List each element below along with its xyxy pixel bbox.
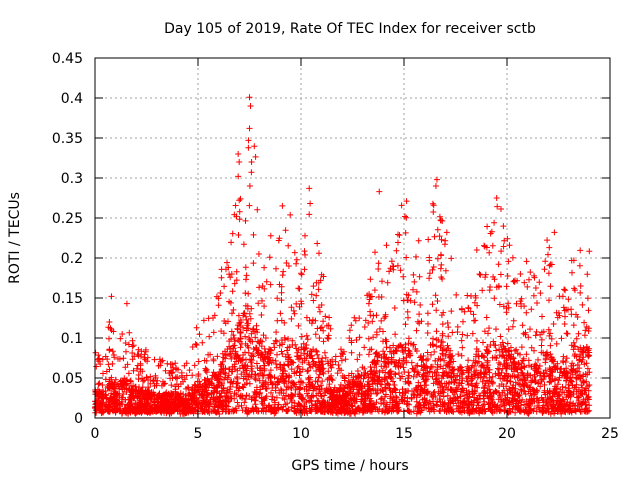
x-axis-label: GPS time / hours: [291, 458, 408, 474]
outlier-point: [551, 229, 558, 236]
y-axis-label: ROTI / TECUs: [7, 192, 23, 284]
grid-lines: [95, 58, 610, 418]
plot-frame: [94, 57, 611, 419]
outlier-point: [248, 159, 255, 165]
outlier-point: [245, 137, 252, 144]
y-tick-label: 0.35: [52, 131, 83, 147]
y-tick-label: 0: [74, 411, 83, 427]
x-tick-label: 5: [194, 426, 203, 442]
outlier-point: [123, 300, 130, 307]
outlier-point: [235, 173, 242, 180]
scatter-cloud: [92, 143, 593, 417]
y-tick-label: 0.05: [52, 371, 83, 387]
x-tick-label: 0: [91, 426, 100, 442]
outlier-point: [433, 176, 440, 183]
chart-title: Day 105 of 2019, Rate Of TEC Index for r…: [164, 21, 536, 37]
data-points: [92, 94, 593, 417]
outlier-point: [235, 151, 242, 157]
outlier-point: [246, 94, 253, 101]
outlier-point: [236, 159, 243, 165]
x-tick-label: 25: [601, 426, 619, 442]
y-tick-label: 0.2: [61, 251, 83, 267]
outlier-point: [247, 103, 254, 109]
y-tick-label: 0.4: [61, 91, 83, 107]
x-tick-label: 15: [395, 426, 413, 442]
outlier-point: [306, 185, 313, 192]
y-tick-label: 0.25: [52, 211, 83, 227]
y-tick-label: 0.1: [61, 331, 83, 347]
outlier-point: [108, 293, 115, 300]
axis-ticks: 0 5 10 15 20 25 0 0.05 0.1 0.15 0.2 0.25 0.3 0.35 0.4 0…: [52, 51, 619, 442]
y-tick-label: 0.15: [52, 291, 83, 307]
x-tick-label: 10: [292, 426, 310, 442]
y-tick-label: 0.45: [52, 51, 83, 67]
outlier-point: [376, 188, 383, 195]
outlier-point: [246, 125, 253, 132]
outlier-point: [493, 195, 500, 201]
x-tick-label: 20: [498, 426, 516, 442]
outlier-point: [432, 183, 439, 189]
y-tick-label: 0.3: [61, 171, 83, 187]
